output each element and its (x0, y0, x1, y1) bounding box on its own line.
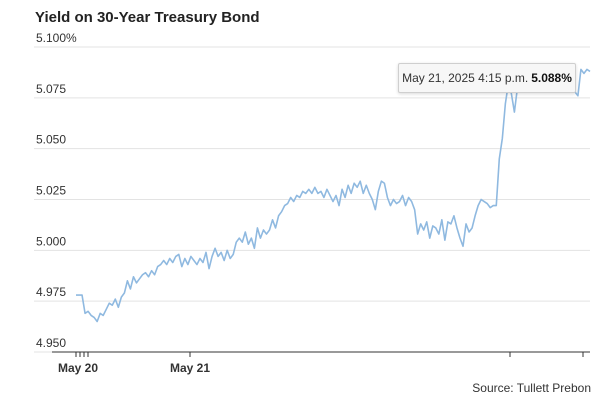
x-tick-label: May 20 (58, 361, 98, 375)
y-tick-label: 4.975 (36, 285, 66, 299)
tooltip-datetime: May 21, 2025 4:15 p.m. (402, 71, 529, 85)
x-axis: May 20 May 21 (52, 351, 590, 375)
yield-line[interactable] (76, 68, 591, 323)
y-tick-label: 4.950 (36, 336, 66, 350)
tooltip: May 21, 2025 4:15 p.m. 5.088% (398, 63, 576, 93)
y-tick-label: 5.000 (36, 234, 66, 248)
x-tick-label: May 21 (170, 361, 210, 375)
tooltip-value: 5.088% (531, 71, 572, 85)
y-tick-label: 5.050 (36, 133, 66, 147)
y-axis-labels: 4.950 4.975 5.000 5.025 5.050 5.075 5.100% (36, 31, 77, 350)
y-tick-label: 5.025 (36, 184, 66, 198)
y-tick-label: 5.100% (36, 31, 77, 45)
source-note: Source: Tullett Prebon (472, 381, 591, 395)
chart-title: Yield on 30-Year Treasury Bond (35, 9, 260, 26)
y-tick-label: 5.075 (36, 82, 66, 96)
